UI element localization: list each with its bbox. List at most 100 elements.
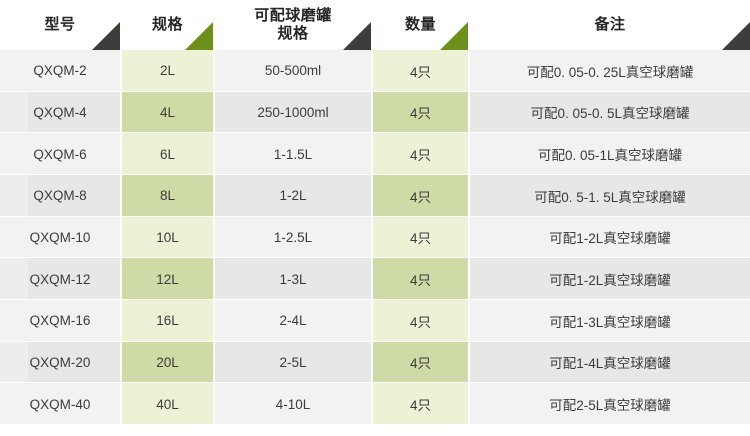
- column-header-jar-spec-label-line1: 可配球磨罐: [254, 7, 332, 24]
- cell-model: QXQM-4: [0, 92, 120, 134]
- cell-jar_spec: 1-2L: [215, 175, 371, 217]
- column-separator: [213, 91, 215, 134]
- cell-quantity-text: 4只: [409, 398, 431, 414]
- column-separator: [468, 91, 470, 134]
- cell-model-text: QXQM-40: [29, 396, 91, 412]
- cell-spec: 10L: [122, 216, 213, 259]
- table-row: QXQM-40 40L 4-10L 4只 可配2-5L真空球磨罐: [0, 383, 750, 425]
- cell-model: QXQM-8: [0, 175, 120, 217]
- cell-quantity: 4只: [373, 133, 468, 175]
- cell-model-text: QXQM-6: [33, 146, 87, 162]
- cell-quantity: 4只: [373, 258, 468, 300]
- cell-spec: 6L: [122, 133, 213, 175]
- cell-quantity-text: 4只: [409, 231, 431, 247]
- cell-spec-text: 4L: [159, 104, 176, 120]
- cell-model-text: QXQM-16: [29, 313, 91, 329]
- column-separator: [120, 258, 122, 300]
- corner-triangle-dark-icon: [722, 22, 750, 50]
- cell-remark-text: 可配0. 05-0. 25L真空球磨罐: [526, 64, 694, 80]
- corner-triangle-green-icon: [185, 22, 213, 50]
- cell-remark: 可配1-2L真空球磨罐: [470, 217, 750, 259]
- cell-remark: 可配1-3L真空球磨罐: [470, 300, 750, 342]
- column-separator: [468, 299, 470, 342]
- cell-model-text: QXQM-2: [33, 63, 87, 79]
- cell-jar_spec: 2-4L: [215, 300, 371, 342]
- column-separator: [371, 50, 373, 92]
- cell-quantity-text: 4只: [409, 273, 431, 289]
- column-separator: [371, 174, 373, 217]
- cell-spec: 4L: [122, 91, 213, 134]
- cell-jar_spec-text: 4-10L: [275, 396, 311, 412]
- column-separator: [371, 341, 373, 384]
- table-header-row: 型号 规格 可配球磨罐 规格 数量 备注: [0, 0, 750, 50]
- cell-spec-text: 20L: [156, 354, 179, 370]
- cell-spec: 20L: [122, 341, 213, 384]
- table-row: QXQM-6 6L 1-1.5L 4只 可配0. 05-1L真空球磨罐: [0, 133, 750, 175]
- cell-remark-text: 可配0. 05-0. 5L真空球磨罐: [530, 106, 690, 122]
- column-header-jar-spec-label-line2: 规格: [277, 25, 309, 42]
- row-separator: [0, 132, 750, 134]
- cell-spec: 12L: [122, 258, 213, 300]
- column-separator: [120, 216, 122, 259]
- cell-jar_spec: 1-2.5L: [215, 217, 371, 259]
- cell-remark: 可配0. 5-1. 5L真空球磨罐: [470, 175, 750, 217]
- cell-quantity-text: 4只: [409, 356, 431, 372]
- table-bottom-whitespace: [0, 425, 750, 436]
- table-body: QXQM-2 2L 50-500ml 4只 可配0. 05-0. 25L真空球磨罐 QXQ…: [0, 50, 750, 425]
- cell-remark-text: 可配1-2L真空球磨罐: [549, 273, 671, 289]
- row-separator: [0, 215, 750, 217]
- cell-jar_spec: 50-500ml: [215, 50, 371, 92]
- column-header-remark-label: 备注: [594, 16, 626, 33]
- cell-spec-text: 40L: [156, 396, 179, 412]
- cell-jar_spec-text: 2-4L: [279, 313, 307, 329]
- cell-model: QXQM-40: [0, 383, 120, 425]
- cell-remark-text: 可配2-5L真空球磨罐: [549, 398, 671, 414]
- cell-jar_spec-text: 250-1000ml: [257, 104, 329, 120]
- cell-quantity: 4只: [373, 174, 468, 217]
- row-separator: [0, 173, 750, 175]
- cell-model: QXQM-20: [0, 342, 120, 384]
- cell-quantity-text: 4只: [409, 106, 431, 122]
- column-header-jar-spec: 可配球磨罐 规格: [215, 0, 371, 50]
- cell-spec-text: 8L: [159, 188, 176, 204]
- cell-jar_spec-text: 2-5L: [279, 354, 307, 370]
- cell-quantity: 4只: [373, 383, 468, 425]
- cell-remark-text: 可配1-4L真空球磨罐: [549, 356, 671, 372]
- cell-spec-text: 16L: [156, 313, 179, 329]
- cell-spec-text: 10L: [156, 229, 179, 245]
- column-separator: [468, 258, 470, 300]
- column-separator: [213, 174, 215, 217]
- column-separator: [213, 50, 215, 92]
- cell-model: QXQM-16: [0, 300, 120, 342]
- cell-quantity: 4只: [373, 216, 468, 259]
- column-header-model-label: 型号: [44, 16, 76, 33]
- row-left-strip: [0, 258, 28, 300]
- column-header-remark: 备注: [470, 0, 750, 50]
- cell-quantity-text: 4只: [409, 189, 431, 205]
- cell-model-text: QXQM-10: [29, 229, 91, 245]
- cell-model-text: QXQM-4: [33, 104, 87, 120]
- cell-spec-text: 12L: [156, 271, 179, 287]
- corner-triangle-dark-icon: [92, 22, 120, 50]
- column-separator: [468, 174, 470, 217]
- table-row: QXQM-16 16L 2-4L 4只 可配1-3L真空球磨罐: [0, 299, 750, 342]
- cell-quantity: 4只: [373, 299, 468, 342]
- cell-model: QXQM-6: [0, 133, 120, 175]
- column-separator: [468, 341, 470, 384]
- column-separator: [371, 383, 373, 425]
- column-separator: [120, 91, 122, 134]
- cell-remark: 可配1-2L真空球磨罐: [470, 258, 750, 300]
- cell-jar_spec-text: 50-500ml: [264, 63, 322, 79]
- cell-jar_spec: 2-5L: [215, 342, 371, 384]
- cell-jar_spec: 1-3L: [215, 258, 371, 300]
- cell-jar_spec: 250-1000ml: [215, 92, 371, 134]
- cell-remark-text: 可配0. 05-1L真空球磨罐: [537, 148, 683, 164]
- column-separator: [371, 216, 373, 259]
- cell-model: QXQM-2: [0, 50, 120, 92]
- column-separator: [371, 91, 373, 134]
- row-left-strip: [0, 174, 28, 217]
- row-separator: [0, 298, 750, 300]
- cell-jar_spec-text: 1-3L: [279, 271, 307, 287]
- column-separator: [468, 216, 470, 259]
- cell-quantity: 4只: [373, 341, 468, 384]
